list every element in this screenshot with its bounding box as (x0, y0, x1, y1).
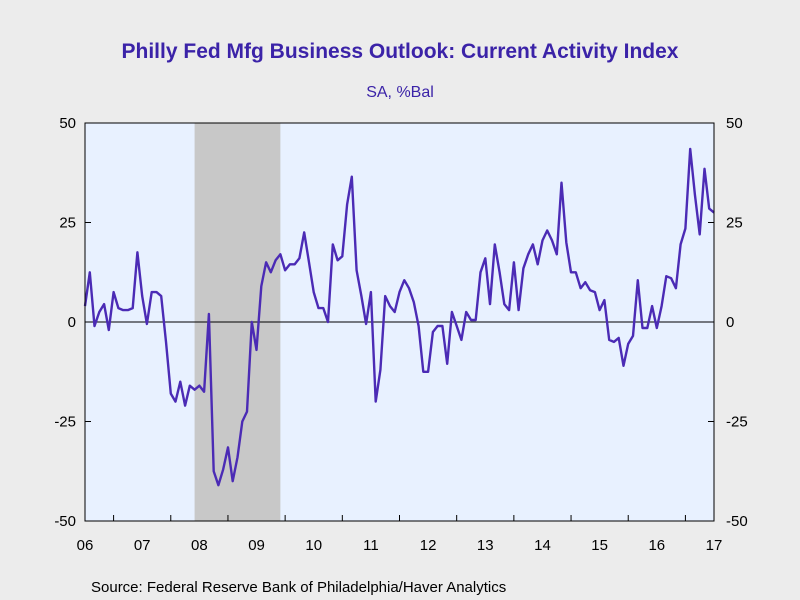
source-note: Source: Federal Reserve Bank of Philadel… (91, 579, 506, 596)
series-line (83, 147, 715, 487)
x-tick-label: 11 (363, 537, 379, 554)
x-tick-label: 16 (648, 537, 665, 554)
x-axis: 06 07 08 09 10 11 12 13 14 15 16 17 (77, 515, 723, 554)
x-tick-label: 14 (534, 537, 551, 554)
chart-title: Philly Fed Mfg Business Outlook: Current… (122, 40, 679, 63)
y-tick-label-right: -25 (726, 414, 748, 431)
x-tick-label: 12 (420, 537, 437, 554)
x-tick-label: 09 (248, 537, 265, 554)
y-tick-label-left: 50 (59, 115, 76, 132)
y-tick-label-left: -25 (54, 414, 76, 431)
x-tick-label: 10 (305, 537, 322, 554)
x-tick-label: 17 (706, 537, 723, 554)
y-tick-label-right: 25 (726, 215, 743, 232)
x-tick-label: 15 (591, 537, 608, 554)
x-tick-label: 07 (134, 537, 151, 554)
y-tick-label-right: 0 (726, 314, 734, 331)
y-axis-left: 50 25 0 -25 -50 (54, 115, 91, 530)
x-tick-label: 13 (477, 537, 494, 554)
y-tick-label-right: -50 (726, 513, 748, 530)
chart-subtitle: SA, %Bal (366, 84, 434, 101)
y-tick-label-left: 0 (68, 314, 76, 331)
y-tick-label-right: 50 (726, 115, 743, 132)
y-tick-label-left: 25 (59, 215, 76, 232)
x-tick-label: 06 (77, 537, 94, 554)
y-tick-label-left: -50 (54, 513, 76, 530)
plot-border (84, 122, 715, 522)
x-tick-label: 08 (191, 537, 208, 554)
